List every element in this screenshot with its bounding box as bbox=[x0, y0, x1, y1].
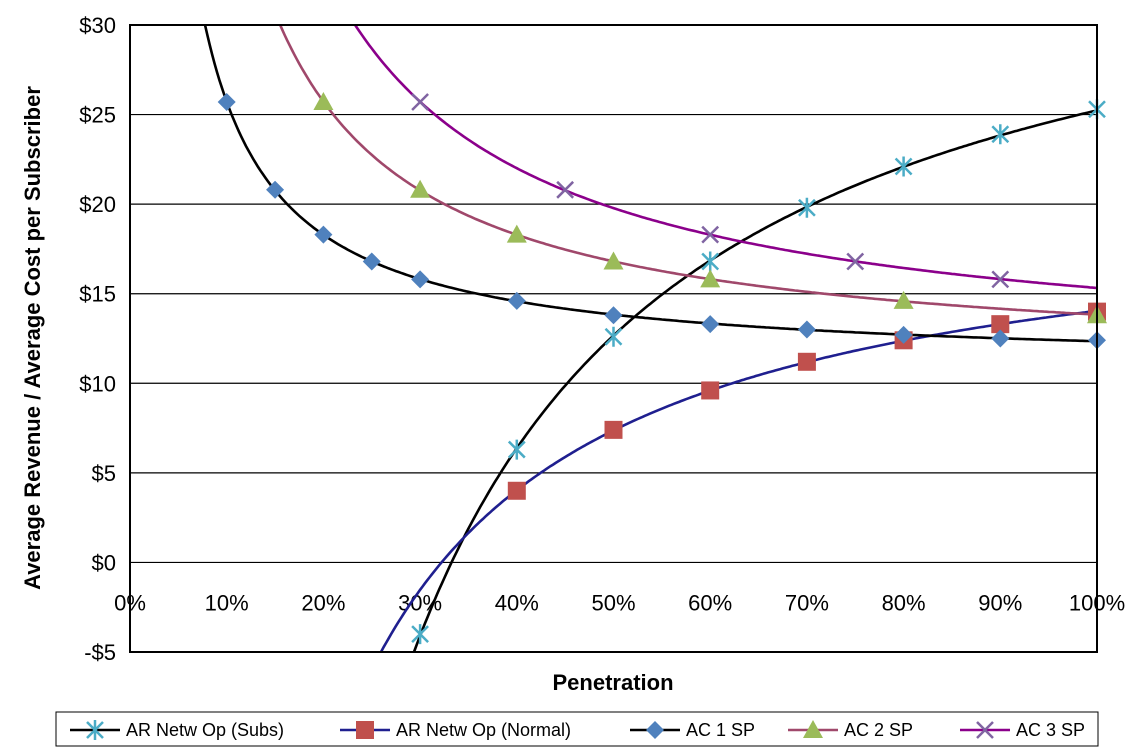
legend-item: AC 3 SP bbox=[960, 720, 1085, 740]
y-tick-label: $15 bbox=[79, 282, 116, 307]
y-tick-label: $10 bbox=[79, 371, 116, 396]
legend-label: AC 1 SP bbox=[686, 720, 755, 740]
series-marker bbox=[700, 269, 721, 288]
series-marker bbox=[217, 93, 236, 112]
legend: AR Netw Op (Subs) AR Netw Op (Normal) AC 1… bbox=[55, 711, 1099, 747]
legend-label: AR Netw Op (Subs) bbox=[126, 720, 284, 740]
x-tick-label: 80% bbox=[882, 590, 926, 615]
x-axis-title: Penetration bbox=[552, 670, 673, 695]
x-tick-label: 10% bbox=[205, 590, 249, 615]
series-marker bbox=[266, 180, 285, 199]
series-marker bbox=[411, 624, 429, 645]
series-line bbox=[278, 25, 1097, 316]
legend-label: AC 2 SP bbox=[844, 720, 913, 740]
x-tick-label: 70% bbox=[785, 590, 829, 615]
series-marker bbox=[411, 93, 429, 111]
series-marker bbox=[991, 124, 1010, 145]
series-marker bbox=[507, 291, 526, 310]
x-tick-label: 90% bbox=[978, 590, 1022, 615]
y-tick-label: -$5 bbox=[84, 640, 116, 665]
legend-item: AR Netw Op (Subs) bbox=[70, 720, 284, 740]
series-line bbox=[203, 25, 1097, 343]
series-marker bbox=[410, 179, 431, 198]
legend-marker bbox=[803, 720, 823, 738]
series-marker bbox=[701, 225, 720, 244]
legend-marker bbox=[86, 720, 104, 740]
x-tick-label: 60% bbox=[688, 590, 732, 615]
series-marker bbox=[894, 325, 913, 344]
series-marker bbox=[797, 352, 816, 371]
series-marker bbox=[991, 329, 1010, 348]
series-marker bbox=[411, 270, 430, 289]
legend-marker bbox=[646, 721, 664, 739]
legend-box bbox=[55, 711, 1099, 747]
series-marker bbox=[313, 92, 334, 111]
y-axis-title: Average Revenue / Average Cost per Subsc… bbox=[20, 86, 45, 590]
series-marker bbox=[991, 315, 1010, 334]
legend-marker bbox=[976, 721, 994, 739]
series-marker bbox=[991, 270, 1010, 289]
x-tick-label: 20% bbox=[301, 590, 345, 615]
series-marker bbox=[362, 252, 381, 271]
series-marker bbox=[797, 320, 816, 339]
series-line bbox=[379, 309, 1097, 652]
y-tick-label: $20 bbox=[79, 192, 116, 217]
series-marker bbox=[556, 180, 575, 199]
y-tick-label: $5 bbox=[92, 461, 116, 486]
series-marker bbox=[701, 381, 720, 400]
x-tick-labels: 0% 10% 20% 30% 40% 50% 60% 70% 80% 90% 100% bbox=[114, 590, 1125, 615]
y-tick-labels: -$5 $0 $5 $10 $15 $20 $25 $30 bbox=[79, 13, 116, 665]
series-line bbox=[353, 25, 1097, 290]
series-marker bbox=[507, 481, 526, 500]
legend-label: AC 3 SP bbox=[1016, 720, 1085, 740]
series-marker bbox=[894, 156, 913, 177]
series-marker bbox=[604, 306, 623, 325]
series-marker bbox=[506, 224, 527, 243]
series-marker bbox=[846, 252, 865, 271]
series-marker bbox=[314, 225, 333, 244]
series-marker bbox=[798, 197, 816, 218]
legend-item: AC 2 SP bbox=[788, 720, 913, 740]
x-tick-label: 50% bbox=[591, 590, 635, 615]
legend-item: AC 1 SP bbox=[630, 720, 755, 740]
y-tick-label: $0 bbox=[92, 550, 116, 575]
series-marker bbox=[507, 439, 526, 460]
series-marker bbox=[701, 251, 720, 272]
series-marker bbox=[701, 315, 720, 334]
legend-label: AR Netw Op (Normal) bbox=[396, 720, 571, 740]
plot-area-frame bbox=[129, 24, 1098, 653]
y-tick-label: $30 bbox=[79, 13, 116, 38]
series-marker bbox=[603, 251, 624, 270]
series-marker bbox=[604, 420, 623, 439]
legend-item: AR Netw Op (Normal) bbox=[340, 720, 571, 740]
y-tick-label: $25 bbox=[79, 103, 116, 128]
series-marker bbox=[893, 290, 914, 309]
series-marker bbox=[604, 326, 623, 347]
legend-marker bbox=[356, 721, 374, 739]
gridlines bbox=[130, 24, 1097, 653]
x-tick-label: 40% bbox=[495, 590, 539, 615]
series-lines bbox=[203, 25, 1097, 652]
series-markers bbox=[217, 92, 1107, 645]
